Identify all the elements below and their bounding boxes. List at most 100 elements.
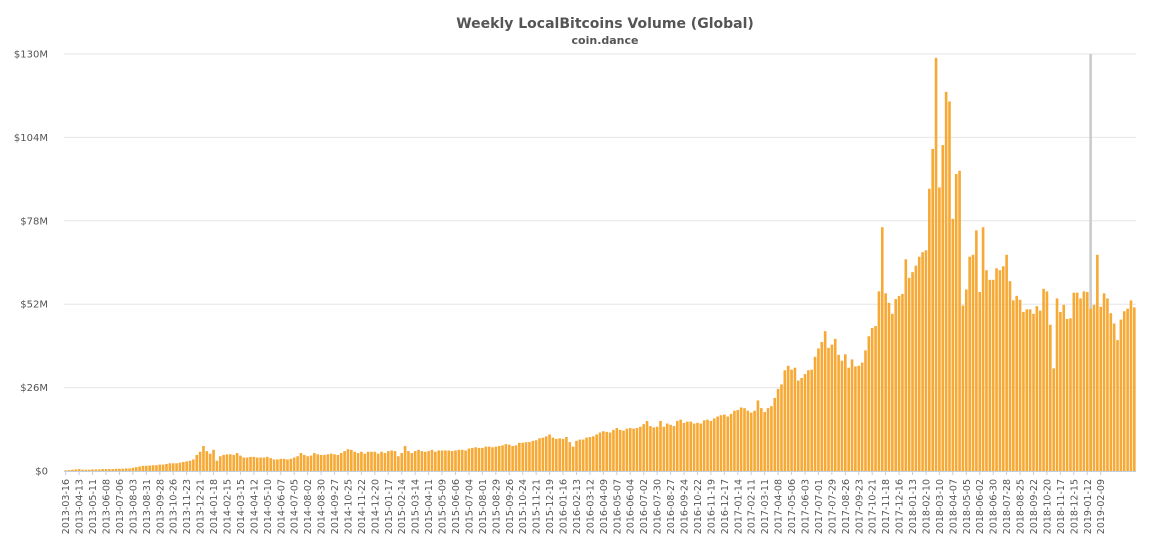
- bar[interactable]: [158, 464, 162, 471]
- bar[interactable]: [148, 465, 152, 471]
- bar[interactable]: [951, 218, 955, 471]
- bar[interactable]: [675, 420, 679, 471]
- bar[interactable]: [763, 411, 766, 471]
- bar[interactable]: [857, 365, 861, 471]
- bar[interactable]: [77, 469, 81, 471]
- bar[interactable]: [639, 426, 642, 471]
- bar[interactable]: [702, 420, 706, 471]
- bar[interactable]: [904, 259, 908, 471]
- bar[interactable]: [585, 437, 588, 471]
- bar[interactable]: [1089, 308, 1092, 471]
- bar[interactable]: [1126, 308, 1129, 471]
- bar[interactable]: [625, 428, 629, 471]
- bar[interactable]: [188, 460, 192, 471]
- bar[interactable]: [541, 437, 545, 471]
- bar[interactable]: [827, 347, 830, 471]
- bar[interactable]: [363, 453, 367, 471]
- bar[interactable]: [1075, 292, 1079, 471]
- bar[interactable]: [101, 469, 104, 471]
- bar[interactable]: [370, 451, 373, 471]
- bar[interactable]: [736, 410, 740, 471]
- bar[interactable]: [84, 469, 88, 471]
- bar[interactable]: [151, 465, 155, 471]
- bar[interactable]: [1072, 292, 1076, 471]
- bar[interactable]: [914, 265, 918, 471]
- bar[interactable]: [642, 424, 645, 471]
- bar[interactable]: [954, 173, 958, 471]
- bar[interactable]: [212, 449, 215, 471]
- bar[interactable]: [985, 270, 988, 471]
- bar[interactable]: [138, 466, 141, 471]
- bar[interactable]: [417, 449, 420, 471]
- bar[interactable]: [790, 369, 793, 471]
- bar[interactable]: [504, 444, 508, 471]
- bar[interactable]: [877, 291, 881, 471]
- bar[interactable]: [134, 467, 138, 471]
- bar[interactable]: [931, 148, 935, 471]
- bar[interactable]: [111, 469, 115, 471]
- bar[interactable]: [1112, 323, 1116, 471]
- bar[interactable]: [565, 436, 568, 471]
- bar[interactable]: [561, 438, 565, 471]
- bar[interactable]: [538, 438, 541, 471]
- bar[interactable]: [168, 463, 172, 471]
- bar[interactable]: [222, 454, 225, 471]
- bar[interactable]: [837, 354, 840, 471]
- bar[interactable]: [74, 469, 78, 471]
- bar[interactable]: [548, 434, 551, 471]
- bar[interactable]: [265, 456, 269, 471]
- bar[interactable]: [924, 250, 928, 471]
- bar[interactable]: [477, 447, 481, 471]
- bar[interactable]: [901, 293, 904, 471]
- bar[interactable]: [823, 331, 827, 471]
- bar[interactable]: [393, 451, 397, 471]
- bar[interactable]: [1015, 295, 1019, 471]
- bar[interactable]: [269, 458, 272, 471]
- bar[interactable]: [225, 454, 229, 471]
- bar[interactable]: [880, 227, 884, 471]
- bar[interactable]: [494, 446, 498, 471]
- bar[interactable]: [907, 277, 911, 471]
- bar[interactable]: [850, 359, 854, 471]
- bar[interactable]: [94, 469, 98, 471]
- bar[interactable]: [1085, 292, 1089, 471]
- bar[interactable]: [928, 188, 931, 471]
- bar[interactable]: [356, 453, 360, 471]
- bar[interactable]: [1035, 306, 1039, 471]
- bar[interactable]: [64, 470, 67, 471]
- bar[interactable]: [1106, 298, 1109, 471]
- bar[interactable]: [430, 449, 434, 471]
- bar[interactable]: [964, 289, 968, 471]
- bar[interactable]: [279, 458, 283, 471]
- bar[interactable]: [507, 444, 511, 471]
- bar[interactable]: [655, 426, 659, 471]
- bar[interactable]: [978, 292, 982, 471]
- bar[interactable]: [215, 460, 219, 471]
- bar[interactable]: [679, 419, 682, 471]
- bar[interactable]: [897, 295, 901, 471]
- bar[interactable]: [229, 454, 232, 471]
- bar[interactable]: [891, 313, 894, 471]
- bar[interactable]: [175, 463, 178, 471]
- bar[interactable]: [971, 254, 975, 471]
- bar[interactable]: [1082, 291, 1086, 471]
- bar[interactable]: [830, 344, 834, 471]
- bar[interactable]: [440, 450, 444, 471]
- bar[interactable]: [894, 299, 898, 471]
- bar[interactable]: [958, 170, 961, 471]
- bar[interactable]: [1048, 324, 1052, 471]
- bar[interactable]: [487, 446, 491, 471]
- bar[interactable]: [776, 388, 780, 471]
- bar[interactable]: [1102, 293, 1106, 471]
- bar[interactable]: [185, 461, 188, 471]
- bar[interactable]: [403, 445, 407, 471]
- bar[interactable]: [366, 451, 370, 471]
- bar[interactable]: [339, 453, 343, 471]
- bar[interactable]: [840, 360, 844, 471]
- bar[interactable]: [588, 436, 592, 471]
- bar[interactable]: [373, 451, 377, 471]
- bar[interactable]: [81, 469, 84, 471]
- bar[interactable]: [612, 429, 615, 471]
- bar[interactable]: [326, 454, 330, 471]
- bar[interactable]: [729, 413, 733, 471]
